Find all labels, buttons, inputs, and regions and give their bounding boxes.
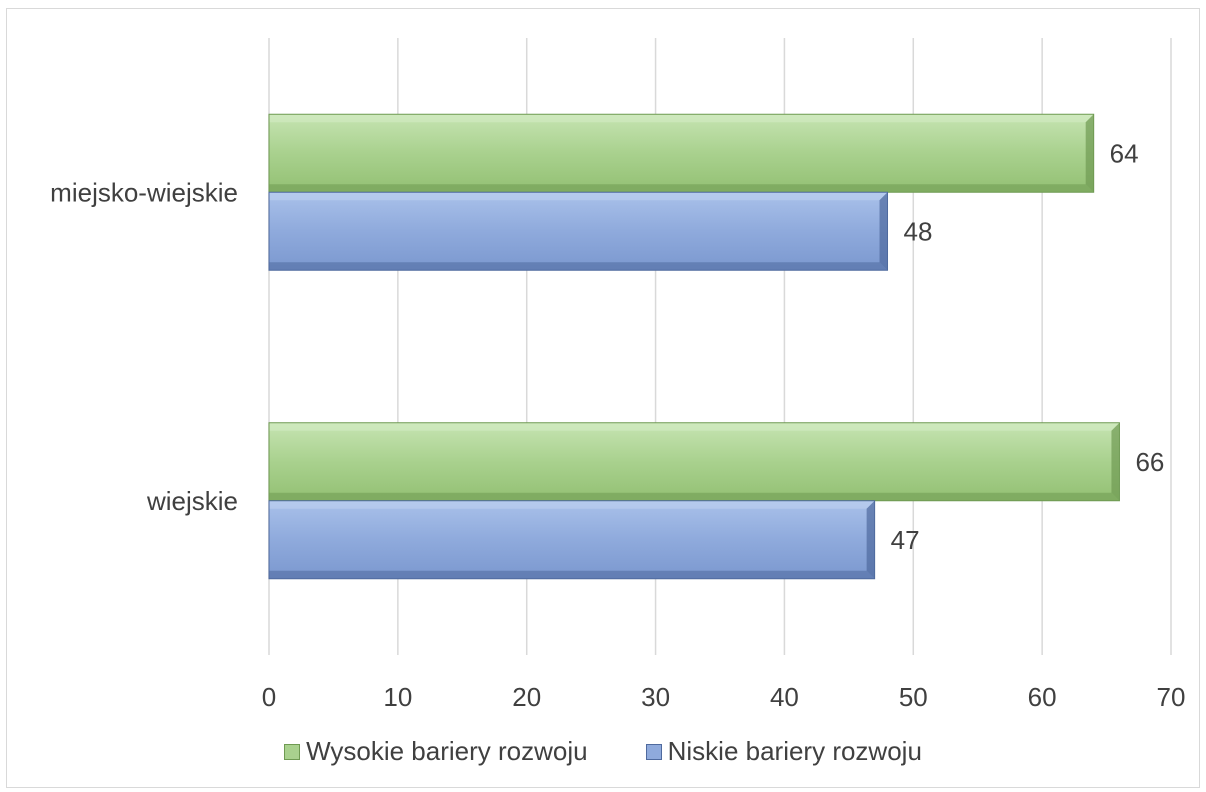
data-label-1-1: 47 [891,525,920,555]
legend-item-high[interactable]: Wysokie bariery rozwoju [284,736,588,767]
x-tick-label-30: 30 [641,682,670,712]
bar-1-0[interactable] [268,422,1120,502]
bar-bevel-top-1-0 [269,422,1120,431]
x-tick-label-60: 60 [1028,682,1057,712]
data-label-1-0: 66 [1135,447,1164,477]
legend-label-high: Wysokie bariery rozwoju [306,736,588,766]
data-label-0-0: 64 [1110,138,1139,168]
bars [268,113,1120,580]
bar-fill-1-0 [269,422,1120,501]
data-label-0-1: 48 [904,216,933,246]
labels: 0 10 20 30 40 50 60 70 miejsko-wiejskie 64 48 wiejs… [50,138,1185,712]
bar-fill-1-1 [269,500,875,579]
x-tick-label-20: 20 [512,682,541,712]
bar-bevel-end-0-1 [879,192,888,271]
x-tick-label-0: 0 [262,682,276,712]
bar-bevel-bottom-0-0 [269,184,1094,193]
category-label-1: wiejskie [146,486,238,516]
x-tick-label-40: 40 [770,682,799,712]
bar-bevel-bottom-0-1 [269,262,888,271]
x-tick-label-70: 70 [1157,682,1186,712]
bar-bevel-bottom-1-0 [269,492,1120,501]
bar-0-0[interactable] [268,113,1095,193]
legend-label-low: Niskie bariery rozwoju [667,736,922,766]
bar-fill-0-0 [269,114,1094,193]
bar-outline-1-1 [268,500,876,580]
x-tick-label-50: 50 [899,682,928,712]
bar-bevel-end-0-0 [1085,114,1094,193]
x-tick-label-10: 10 [383,682,412,712]
legend-swatch-green [284,743,301,760]
bar-fill-0-1 [269,192,888,271]
bar-1-1[interactable] [268,500,876,580]
bar-bevel-top-0-0 [269,114,1094,123]
legend: Wysokie bariery rozwoju Niskie bariery r… [0,736,1206,767]
legend-swatch-blue [645,743,662,760]
legend-item-low[interactable]: Niskie bariery rozwoju [645,736,922,767]
bar-bevel-bottom-1-1 [269,570,875,579]
bar-bevel-top-0-1 [269,192,888,201]
bar-bevel-end-1-0 [1111,422,1120,501]
bar-bevel-top-1-1 [269,500,875,509]
category-label-0: miejsko-wiejskie [50,177,238,207]
bar-outline-0-1 [268,191,889,271]
bar-0-1[interactable] [268,191,889,271]
bar-bevel-end-1-1 [866,500,875,579]
